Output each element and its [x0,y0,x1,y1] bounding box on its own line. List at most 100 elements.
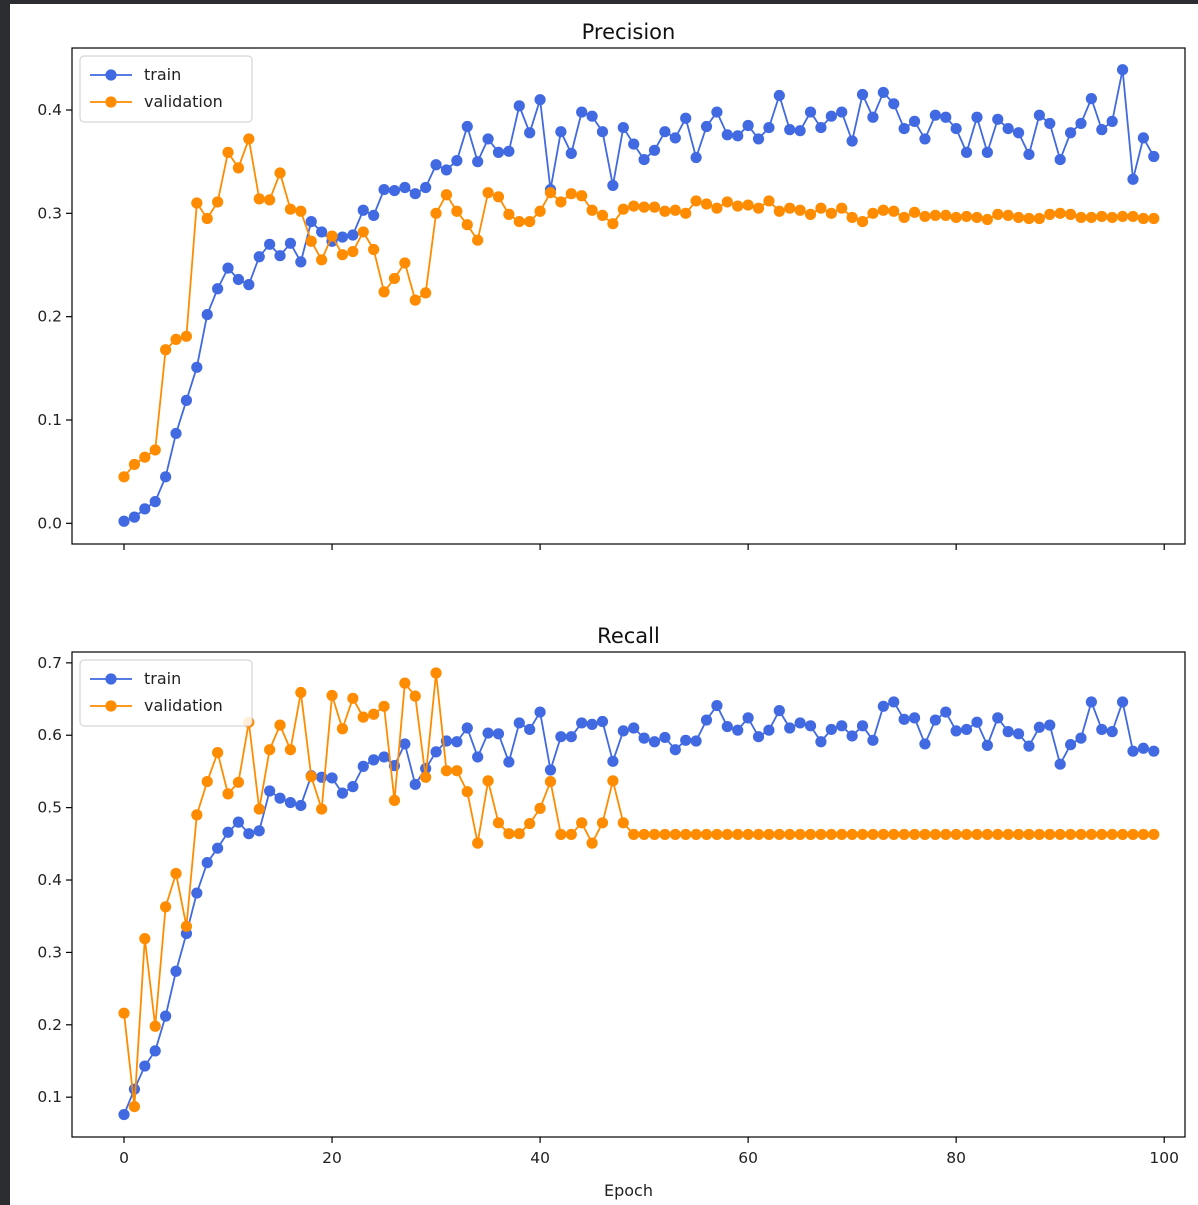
data-point-validation [212,747,224,759]
data-point-train [160,1010,172,1022]
data-point-train [919,738,931,750]
data-point-train [919,133,931,145]
data-point-train [898,713,910,725]
data-point-validation [721,828,733,841]
data-point-train [752,133,765,145]
data-point-validation [409,294,421,306]
data-point-train [1064,127,1077,139]
data-point-validation [565,828,577,841]
data-point-validation [1096,210,1108,223]
chart-title: Recall [597,624,660,648]
data-point-validation [846,828,858,841]
data-point-train [1012,728,1025,740]
data-point-train [492,146,505,158]
series-line-train [123,68,1155,523]
data-point-validation [128,1100,141,1113]
data-point-train [908,115,921,127]
data-point-validation [440,765,453,777]
data-point-validation [368,708,380,720]
data-point-train [700,120,713,133]
data-point-validation [888,828,900,841]
data-point-validation [659,205,671,217]
y-tick-label: 0.1 [37,411,62,429]
data-point-validation [264,744,276,756]
data-point-validation [368,243,380,256]
data-point-validation [607,218,619,230]
data-point-train [659,731,671,744]
data-point-train [638,154,650,166]
data-point-validation [149,444,161,456]
data-point-validation [856,828,869,841]
data-point-validation [1085,828,1097,841]
data-point-validation [815,828,827,841]
data-point-train [773,705,785,717]
data-point-validation [607,775,619,787]
data-point-validation [711,828,723,841]
data-point-validation [139,933,151,945]
data-point-train [472,156,484,168]
data-point-train [357,760,369,772]
data-point-train [555,731,567,743]
data-point-validation [503,828,515,840]
data-point-validation [472,234,484,246]
legend-label-validation: validation [144,92,223,111]
data-point-train [201,309,213,321]
data-point-validation [638,201,650,213]
data-point-validation [700,198,713,210]
data-point-train [825,110,837,122]
data-point-validation [1002,828,1014,841]
data-point-validation [700,828,713,841]
data-point-train [503,145,515,157]
data-point-validation [357,711,369,723]
data-point-validation [690,828,702,841]
data-point-train [149,496,161,508]
legend-box [79,659,253,727]
data-point-train [836,720,848,732]
data-point-train [274,792,286,804]
data-point-validation [305,770,317,783]
data-point-train [347,781,359,793]
data-point-validation [409,690,421,702]
data-point-validation [305,235,317,247]
data-point-validation [1116,210,1129,223]
data-point-train [1064,739,1077,751]
data-point-train [368,209,380,221]
data-point-train [607,755,619,767]
plot-frame [71,47,1186,545]
legend: train validation [79,659,253,727]
data-point-validation [908,828,921,841]
data-point-train [409,188,421,200]
data-point-train [586,718,598,730]
data-point-validation [513,216,525,228]
data-point-validation [794,204,806,216]
data-point-train [877,700,889,712]
data-point-train [804,720,817,732]
data-point-validation [1106,828,1118,841]
data-point-validation [1054,207,1066,219]
data-point-train [1096,124,1108,136]
data-point-train [1127,173,1139,185]
data-point-train [648,144,661,156]
data-point-validation [971,828,983,841]
data-point-validation [586,837,598,849]
data-point-validation [950,828,962,841]
data-point-validation [118,471,130,483]
data-point-train [960,723,973,736]
data-point-validation [534,205,546,217]
data-point-validation [326,230,338,242]
data-point-validation [482,187,494,199]
data-point-validation [492,817,505,829]
data-point-validation [180,920,193,932]
data-point-train [472,751,484,763]
data-point-validation [170,867,182,880]
data-point-validation [1002,209,1014,221]
x-tick-label: 40 [530,1149,550,1167]
data-point-validation [711,202,723,214]
data-point-train [1033,721,1045,733]
data-point-validation [784,828,796,841]
data-point-validation [680,207,692,219]
data-point-train [191,887,203,899]
x-tick-label: 100 [1149,1149,1179,1167]
data-point-validation [576,817,588,829]
data-point-validation [1064,828,1077,841]
